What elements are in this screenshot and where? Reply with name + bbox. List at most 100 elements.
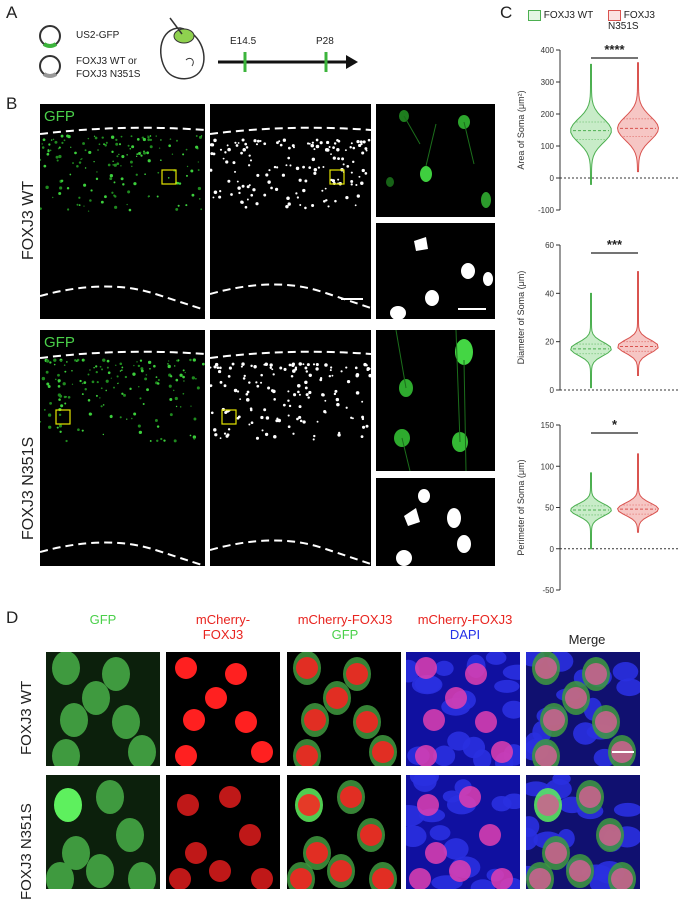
gfp-cell [115,138,118,142]
mask-cell [298,393,301,396]
gfp-cell [156,195,159,198]
mask-cell [287,399,290,402]
gfp-cell [102,404,105,406]
gfp-cell [88,412,92,416]
mask-cell [331,374,334,377]
gfp-cell [70,146,72,148]
dapi-nucleus [433,745,456,766]
mcherry-nucleus [535,745,557,766]
mask-cell [249,408,253,412]
gfp-cell [160,139,162,141]
panel-a-letter: A [6,3,18,22]
panel-d-letter: D [6,608,19,627]
gfp-cell [60,359,63,362]
mask-cell [337,157,340,161]
mask-cell [214,433,218,437]
gfp-cell [149,138,153,142]
gfp-cell [64,370,67,373]
mask-cell [264,432,269,437]
mask-cell [334,199,337,203]
gfp-cell [169,413,173,417]
mask-cell [210,152,214,156]
dapi-nucleus [612,662,639,682]
mask-cell [350,179,354,183]
gfp-overlay-label: GFP [44,108,75,125]
white-matter-outline [210,283,371,309]
dapi-nucleus [613,802,640,817]
mask-cell [263,408,267,412]
y-tick-label: 0 [550,386,555,395]
timeline-e14-5: E14.5 [230,36,257,47]
timeline-arrow [218,52,358,72]
mask-cell [308,142,311,145]
gfp-cell [99,365,102,368]
gfp-cell [87,210,90,212]
gfp-cell [189,434,192,437]
gfp-cell [106,359,110,363]
mcherry-nucleus [415,745,437,766]
gfp-cell [71,383,74,385]
mcherry-nucleus [169,868,191,889]
mcherry-nucleus [296,745,318,766]
gfp-image-n351s: GFP [40,330,205,566]
y-tick-label: -50 [542,586,554,595]
gfp-cell [60,134,64,138]
gfp-cell [100,405,103,408]
gfp-cell [133,412,137,416]
gfp-cell [58,192,62,195]
mask-cell [230,193,233,196]
dapi-nucleus [502,664,520,680]
zoom-box [161,169,177,185]
gfp-cell [55,155,59,159]
gfp-soma [112,705,140,739]
mask-cell [282,138,287,142]
gfp-cell [179,373,183,377]
mask-cell [210,366,212,369]
gfp-cell [71,370,73,372]
gfp-cell [182,153,185,156]
gfp-cell [196,386,200,390]
dapi-nucleus [414,675,442,694]
gfp-cell [191,376,195,380]
gfp-cell [157,171,160,174]
gfp-cell [83,205,85,207]
row-label-foxj3-n351s: FOXJ3 N351S [20,436,37,540]
gfp-cell [116,375,119,378]
gfp-cell [135,173,138,176]
mask-cell [226,433,230,437]
mask-cell [243,374,246,378]
gfp-cell [176,181,180,185]
y-axis-label: Perimeter of Soma (μm) [516,459,526,555]
gfp-cell [60,404,64,408]
mask-cell [237,186,241,190]
mask-cell [294,368,296,371]
mask-cell [276,141,279,145]
gfp-cell [176,359,179,362]
mask-cell [360,435,364,438]
legend-swatch-n351s [608,10,621,21]
mask-cell [272,373,275,376]
mask-cell [213,190,218,195]
mask-cell [224,151,227,154]
mask-cell [346,379,351,384]
gfp-cell [67,208,70,211]
gfp-cell [195,135,198,137]
gfp-cell [93,135,96,137]
mask-cell [315,367,319,371]
mask-cell [278,140,281,143]
mask-cell [240,200,244,204]
mask-cell [212,196,215,199]
mask-cell [350,416,353,419]
mask-cell [312,438,315,441]
mask-cell [296,417,299,421]
mask-cell [324,399,327,402]
gfp-cell [118,153,120,156]
gfp-cell [111,191,114,194]
mask-cell [227,428,231,431]
mask-cell [287,156,291,160]
mask-cell [350,183,353,186]
mask-cell [345,366,348,369]
mask-cell [227,147,231,152]
gfp-cell [139,359,143,362]
mcherry-nucleus [219,786,241,808]
